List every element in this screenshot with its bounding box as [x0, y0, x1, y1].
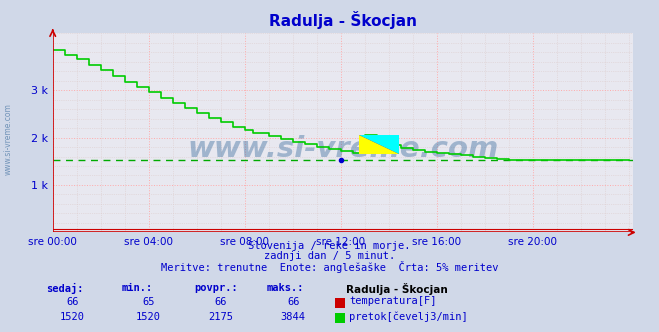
- Bar: [358, 135, 399, 154]
- Text: sedaj:: sedaj:: [46, 283, 84, 294]
- Text: maks.:: maks.:: [267, 283, 304, 293]
- Text: zadnji dan / 5 minut.: zadnji dan / 5 minut.: [264, 251, 395, 261]
- Polygon shape: [358, 135, 399, 154]
- Text: pretok[čevelj3/min]: pretok[čevelj3/min]: [349, 311, 468, 322]
- Text: Meritve: trenutne  Enote: anglešaške  Črta: 5% meritev: Meritve: trenutne Enote: anglešaške Črta…: [161, 261, 498, 273]
- Text: 66: 66: [215, 297, 227, 307]
- Text: 66: 66: [67, 297, 78, 307]
- Text: www.si-vreme.com: www.si-vreme.com: [3, 104, 13, 175]
- Text: 2175: 2175: [208, 312, 233, 322]
- Title: Radulja - Škocjan: Radulja - Škocjan: [269, 11, 416, 29]
- Polygon shape: [358, 135, 399, 154]
- Text: Radulja - Škocjan: Radulja - Škocjan: [346, 283, 447, 295]
- Text: www.si-vreme.com: www.si-vreme.com: [187, 135, 498, 163]
- Text: temperatura[F]: temperatura[F]: [349, 296, 437, 306]
- Text: 1520: 1520: [60, 312, 85, 322]
- Text: 3844: 3844: [281, 312, 306, 322]
- Text: min.:: min.:: [122, 283, 153, 293]
- Text: 65: 65: [142, 297, 154, 307]
- Text: 1520: 1520: [136, 312, 161, 322]
- Text: Slovenija / reke in morje.: Slovenija / reke in morje.: [248, 241, 411, 251]
- Text: povpr.:: povpr.:: [194, 283, 238, 293]
- Text: 66: 66: [287, 297, 299, 307]
